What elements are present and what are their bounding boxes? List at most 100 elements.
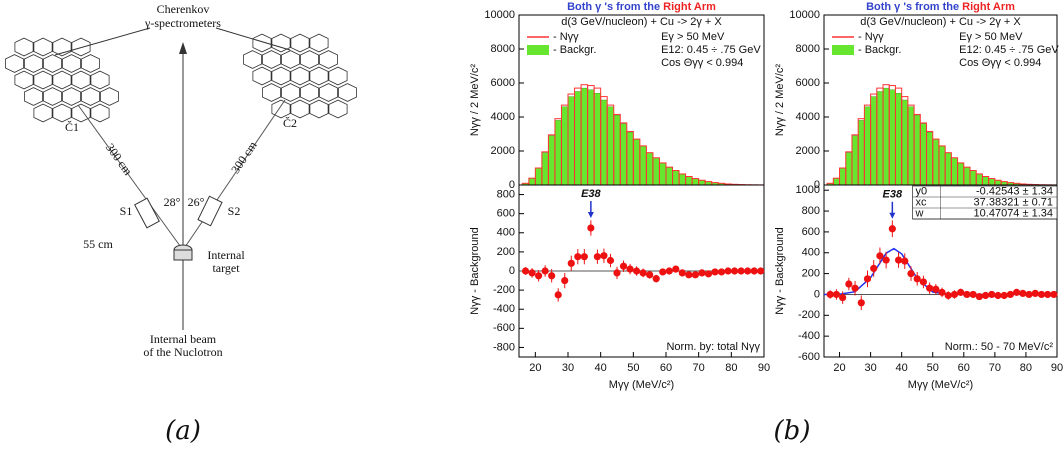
norm-note: Norm.: 50 - 70 MeV/c² bbox=[945, 341, 1054, 353]
crystal bbox=[290, 33, 310, 53]
crystal bbox=[261, 50, 282, 69]
crystal bbox=[261, 83, 282, 102]
background-bar bbox=[600, 99, 608, 186]
crystal bbox=[309, 33, 329, 53]
background-bar bbox=[593, 92, 601, 186]
point bbox=[619, 262, 628, 270]
crystal bbox=[309, 99, 329, 119]
y-tick-label: 6000 bbox=[796, 77, 820, 89]
crystal bbox=[328, 66, 348, 86]
y-tick-label: 2000 bbox=[796, 145, 820, 157]
point bbox=[1050, 290, 1058, 299]
background-bar bbox=[895, 92, 902, 186]
crystal bbox=[252, 33, 272, 53]
diagram: Cherenkov γ-spectrometers Č1 Č2 300 cm 3… bbox=[5, 2, 358, 359]
point bbox=[1000, 291, 1008, 300]
y-tick-label: 10000 bbox=[484, 9, 515, 21]
point bbox=[857, 299, 865, 307]
peak-arrowhead bbox=[889, 212, 896, 219]
background-bar bbox=[535, 167, 543, 186]
background-bar bbox=[587, 89, 595, 186]
background-bar bbox=[607, 106, 614, 186]
label: Č2 bbox=[283, 116, 297, 130]
chart-title: Both γ 's from the Right Arm bbox=[567, 1, 716, 13]
table-value: 10.47074 ± 1.34 bbox=[974, 207, 1053, 219]
y-axis-label: Nγγ - Background bbox=[469, 227, 481, 314]
y-axis-label: Nγγ - Background bbox=[774, 227, 786, 314]
y-tick-label: -600 bbox=[493, 322, 515, 334]
y-tick-label: 2000 bbox=[491, 145, 515, 157]
background-bar bbox=[994, 180, 1002, 186]
table-key: y0 bbox=[916, 185, 928, 197]
x-tick-label: 50 bbox=[627, 362, 639, 374]
annotation: E12: 0.45 ÷ .75 GeV bbox=[661, 44, 761, 56]
point bbox=[981, 291, 990, 300]
y-tick-label: -400 bbox=[493, 303, 515, 315]
background-bar bbox=[613, 115, 621, 186]
y-tick-label: 0 bbox=[814, 179, 820, 191]
background-bar bbox=[851, 135, 859, 186]
background-bar bbox=[561, 106, 569, 186]
x-tick-label: 90 bbox=[1051, 362, 1063, 374]
point bbox=[845, 280, 853, 288]
title-part: Both γ 's from the bbox=[567, 1, 660, 13]
crystal bbox=[271, 66, 291, 86]
point bbox=[969, 290, 977, 299]
background-bar bbox=[889, 89, 896, 186]
annotation: Eγ > 50 MeV bbox=[661, 31, 725, 43]
x-tick-label: 20 bbox=[529, 362, 541, 374]
background-bar bbox=[574, 91, 582, 186]
point bbox=[685, 271, 693, 279]
background-bar bbox=[528, 177, 536, 186]
point bbox=[659, 268, 667, 276]
x-tick-label: 30 bbox=[864, 362, 876, 374]
point bbox=[1025, 290, 1033, 299]
target-body bbox=[173, 249, 193, 261]
point bbox=[1006, 290, 1015, 299]
point bbox=[988, 290, 996, 299]
x-tick-label: 80 bbox=[725, 362, 737, 374]
title-part: Right Arm bbox=[962, 1, 1015, 13]
crystal bbox=[43, 87, 62, 106]
crystal bbox=[290, 66, 310, 86]
peak-arrowhead bbox=[587, 212, 594, 218]
point bbox=[691, 271, 700, 279]
chart-title: Both γ 's from the Right Arm bbox=[866, 1, 1015, 13]
caption: (a) bbox=[165, 416, 201, 446]
background-bar bbox=[633, 138, 641, 186]
legend-label: - Backgr. bbox=[858, 44, 901, 56]
label: S1 bbox=[120, 204, 133, 218]
y-tick-label: 400 bbox=[497, 227, 515, 239]
label: 28° bbox=[164, 195, 181, 209]
point bbox=[554, 291, 562, 299]
crystal bbox=[33, 37, 53, 57]
crystal bbox=[100, 87, 119, 106]
y-tick-label: -600 bbox=[798, 351, 820, 363]
background-bar bbox=[882, 87, 890, 186]
point bbox=[652, 275, 660, 283]
point bbox=[888, 225, 896, 233]
background-bar bbox=[988, 178, 996, 186]
label: 300 cm bbox=[103, 141, 136, 179]
background-bar bbox=[870, 96, 878, 186]
point bbox=[757, 267, 765, 275]
y-tick-label: 0 bbox=[509, 179, 515, 191]
point bbox=[567, 259, 575, 267]
x-axis-label: Mγγ (MeV/c²) bbox=[609, 379, 674, 391]
background-bar bbox=[678, 173, 686, 186]
table-key: w bbox=[915, 207, 924, 219]
crystal bbox=[14, 70, 34, 90]
background-bar bbox=[626, 132, 634, 186]
legend-label: - Nγγ bbox=[553, 31, 579, 43]
y-tick-label: 800 bbox=[497, 188, 515, 200]
point bbox=[600, 252, 608, 260]
crystal bbox=[52, 103, 72, 123]
point bbox=[938, 288, 946, 296]
point bbox=[863, 275, 872, 283]
background-bar bbox=[944, 152, 952, 186]
point bbox=[744, 267, 752, 275]
point bbox=[665, 267, 673, 275]
crystal bbox=[318, 83, 339, 102]
y-tick-label: 4000 bbox=[796, 111, 820, 123]
background-bar bbox=[845, 152, 853, 186]
